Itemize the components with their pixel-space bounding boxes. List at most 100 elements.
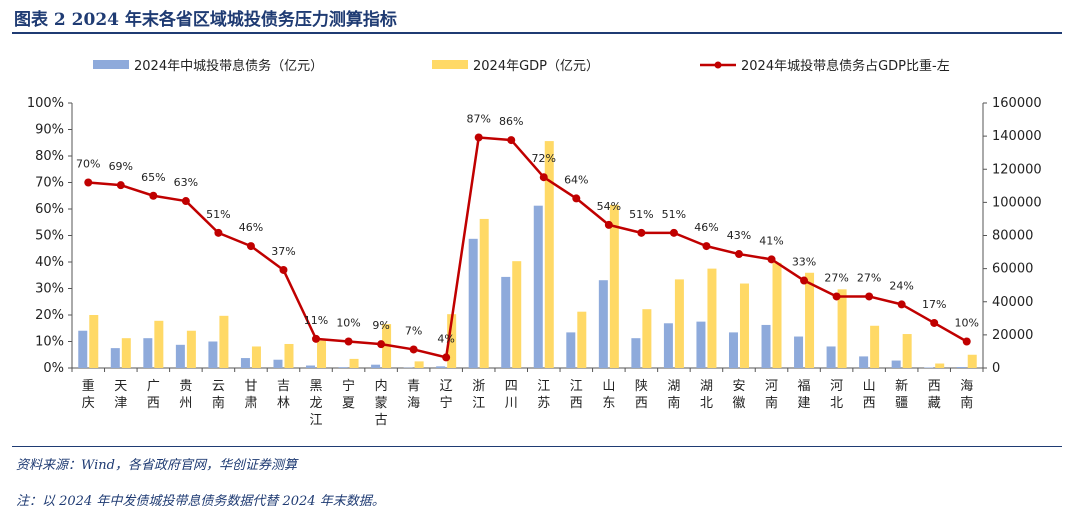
gdp-bar [512,261,522,368]
category-label: 山东 [602,379,615,411]
ratio-point [442,353,451,362]
category-label: 西藏 [928,379,941,411]
gdp-bar [674,279,684,368]
gdp-bar [577,311,587,368]
legend-swatch-gdp [432,60,468,69]
ratio-point [734,250,743,259]
category-label: 天津 [114,379,127,411]
ratio-point [246,242,255,251]
gdp-bar [154,320,164,368]
debt-bar [859,356,869,368]
ratio-point [312,334,321,343]
debt-bar [631,338,641,368]
ratio-data-label: 11% [304,314,328,327]
right-tick-label: 60000 [992,262,1033,277]
category-label: 黑龙江 [310,379,323,428]
category-label: 云南 [212,379,225,411]
left-tick-label: 100% [27,96,64,111]
debt-bar [78,330,88,368]
category-label: 重庆 [82,378,95,411]
ratio-point [507,136,516,145]
ratio-point [800,276,809,285]
ratio-point [181,197,190,206]
ratio-data-label: 64% [564,173,588,186]
ratio-point [279,265,288,274]
ratio-data-label: 46% [694,221,718,234]
ratio-data-label: 4% [437,332,454,345]
ratio-point [702,242,711,251]
ratio-data-label: 51% [662,208,686,221]
category-label: 青海 [407,379,420,411]
ratio-data-label: 43% [727,229,751,242]
ratio-data-label: 27% [857,271,881,284]
gdp-bar [707,268,717,368]
gdp-bar [805,272,815,368]
ratio-data-label: 51% [629,208,653,221]
category-label: 陕西 [635,379,648,411]
category-label: 吉林 [277,379,290,411]
debt-bar [761,324,771,368]
gdp-bar [219,315,229,368]
right-tick-label: 20000 [992,328,1033,343]
gdp-bar [284,343,294,368]
ratio-point [897,300,906,309]
category-label: 江西 [570,379,583,411]
debt-bar [956,367,966,368]
category-label: 甘肃 [244,379,257,411]
x-axis [71,367,984,372]
right-tick-label: 40000 [992,295,1033,310]
ratio-data-label: 87% [466,112,490,125]
left-tick-label: 10% [35,335,64,350]
gdp-bar [772,262,782,368]
debt-bar [696,321,706,368]
ratio-data-label: 54% [597,200,621,213]
ratio-line-path [88,136,968,359]
right-tick-label: 0 [992,361,1000,376]
ratio-data-label: 86% [499,115,523,128]
ratio-point [149,191,158,200]
right-tick-label: 100000 [992,195,1042,210]
gdp-bar [479,218,489,368]
gdp-bar [317,340,327,368]
left-tick-label: 80% [35,149,64,164]
debt-bar [663,323,673,368]
ratio-data-label: 41% [759,234,783,247]
gdp-bar [414,361,424,368]
ratio-point [962,337,971,346]
debt-bar [338,367,348,368]
gdp-bar [251,346,261,368]
gdp-bar [870,325,880,368]
gdp-bar [349,358,359,368]
legend: 2024年中城投带息债务（亿元） 2024年GDP（亿元） 2024年城投带息债… [93,58,950,74]
gdp-bar [544,141,554,368]
legend-swatch-debt [93,60,129,69]
ratio-data-label: 10% [336,317,360,330]
ratio-point [832,292,841,301]
ratio-point [344,337,353,346]
debt-bar [794,336,804,368]
debt-bar [891,360,901,368]
ratio-data-label: 24% [889,279,913,292]
left-axis: 0% 10% 20% 30% 40% 50% 60% 70% 80% 90% 100% [27,96,73,376]
left-tick-label: 90% [35,123,64,138]
debt-bar [826,346,836,368]
ratio-point [116,181,125,190]
ratio-point [637,228,646,237]
left-tick-label: 70% [35,176,64,191]
debt-bar [501,276,511,368]
ratio-data-label: 51% [206,208,230,221]
left-tick-label: 50% [35,229,64,244]
left-tick-label: 0% [43,361,64,376]
right-tick-label: 160000 [992,96,1042,111]
left-tick-label: 60% [35,202,64,217]
footnote: 注：以 2024 年中发债城投带息债务数据代替 2024 年末数据。 [16,494,385,509]
debt-bar [110,348,120,368]
debt-bar [371,364,381,368]
ratio-point [930,318,939,327]
gdp-bar [642,309,652,368]
category-label: 贵州 [179,379,192,411]
ratio-point [539,173,548,182]
footer-divider [12,446,1062,447]
